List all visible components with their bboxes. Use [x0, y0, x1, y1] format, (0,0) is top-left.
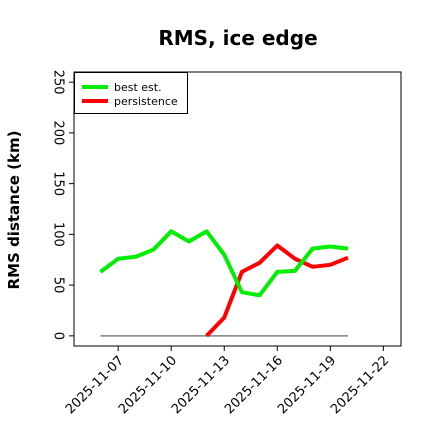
series-line-persistence — [205, 243, 349, 338]
legend: best est. persistence — [74, 72, 188, 114]
y-tick-label: 50 — [50, 277, 65, 294]
y-axis: 0 50 100 150 200 250 — [50, 70, 74, 340]
legend-box — [74, 72, 188, 114]
y-tick-label: 100 — [50, 222, 65, 247]
legend-label-best-est: best est. — [114, 81, 162, 94]
legend-label-persistence: persistence — [114, 95, 178, 108]
series-layer — [99, 229, 349, 338]
y-tick-label: 0 — [50, 332, 65, 340]
chart-title: RMS, ice edge — [158, 26, 317, 50]
y-tick-label: 200 — [50, 120, 65, 145]
y-tick-label: 250 — [50, 70, 65, 95]
plot-frame — [73, 71, 402, 347]
series-line-best-est — [99, 229, 349, 298]
y-tick-label: 150 — [50, 171, 65, 196]
x-axis: 2025-11-072025-11-102025-11-132025-11-16… — [63, 346, 392, 417]
y-axis-label: RMS distance (km) — [5, 131, 23, 290]
